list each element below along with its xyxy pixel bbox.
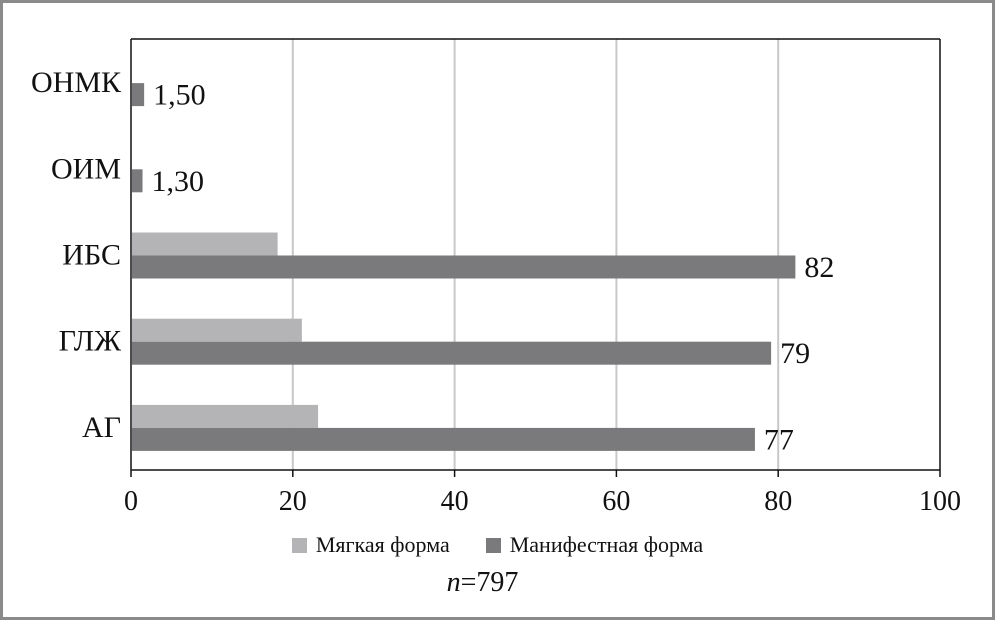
category-label: ИБС xyxy=(62,239,121,272)
axes xyxy=(130,38,941,477)
legend: Мягкая форма Манифестная форма xyxy=(0,528,995,562)
bar-manifest-form-3 xyxy=(132,169,143,193)
legend-label-soft-form: Мягкая форма xyxy=(315,532,450,557)
data-label: 77 xyxy=(764,423,794,456)
bar-soft-form-1 xyxy=(132,318,302,342)
category-label: ОНМК xyxy=(31,66,122,99)
legend-entry-soft-form: Мягкая форма xyxy=(291,532,450,558)
sample-size-note: n=797 xyxy=(0,567,965,599)
bar-manifest-form-0 xyxy=(132,427,755,451)
x-tick-label: 60 xyxy=(602,486,630,517)
x-tick-label: 80 xyxy=(764,486,792,517)
x-tick-label: 0 xyxy=(124,486,138,517)
bar-manifest-form-4 xyxy=(132,83,145,107)
category-label: ОИМ xyxy=(51,152,121,185)
sample-size-value: =797 xyxy=(460,567,519,598)
category-label: ГЛЖ xyxy=(59,325,121,358)
data-label: 1,30 xyxy=(152,165,205,198)
grid-lines xyxy=(291,39,780,470)
bar-chart: АГ ГЛЖ ИБС ОИМ ОНМК 0 20 40 60 80 100 77 79 82 1,30 1… xyxy=(31,38,961,517)
x-tick-label: 100 xyxy=(919,486,961,517)
data-label: 79 xyxy=(780,337,810,370)
tick-labels: 0 20 40 60 80 100 xyxy=(124,486,961,517)
data-label: 1,50 xyxy=(153,79,206,112)
bar-soft-form-2 xyxy=(132,232,278,256)
data-label: 82 xyxy=(804,251,834,284)
data-labels: 77 79 82 1,30 1,50 xyxy=(152,79,835,457)
legend-label-manifest-form: Манифестная форма xyxy=(509,532,704,557)
bar-manifest-form-1 xyxy=(132,341,772,365)
sample-size-variable: n xyxy=(446,567,461,598)
x-tick-label: 40 xyxy=(441,486,469,517)
category-label: АГ xyxy=(82,411,121,444)
legend-swatch-soft-form xyxy=(291,537,307,553)
bar-soft-form-0 xyxy=(132,404,319,428)
legend-swatch-manifest-form xyxy=(485,537,501,553)
legend-entry-manifest-form: Манифестная форма xyxy=(485,532,704,558)
bar-manifest-form-2 xyxy=(132,255,796,279)
bars xyxy=(132,83,796,451)
x-tick-label: 20 xyxy=(279,486,307,517)
category-labels: АГ ГЛЖ ИБС ОИМ ОНМК xyxy=(31,66,122,444)
